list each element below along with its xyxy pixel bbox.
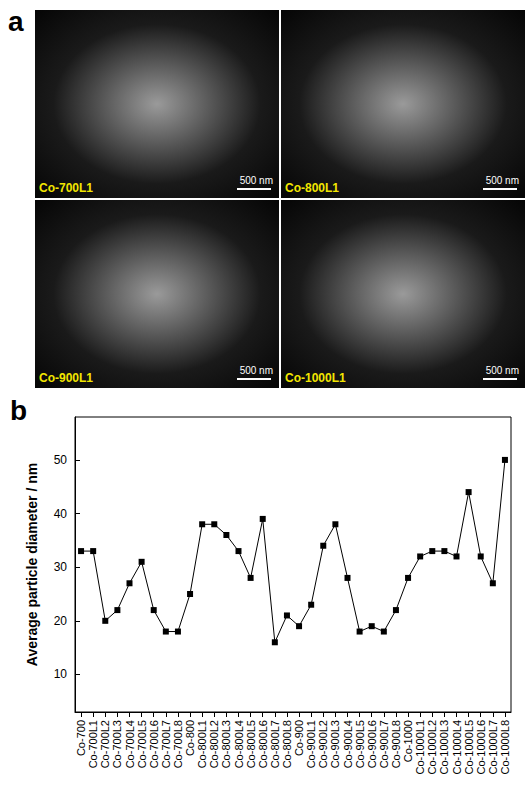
svg-text:Co-1000L8: Co-1000L8	[499, 720, 511, 774]
svg-text:Co-700: Co-700	[75, 720, 87, 756]
svg-text:Co-900L7: Co-900L7	[378, 720, 390, 768]
svg-text:Co-800L7: Co-800L7	[269, 720, 281, 768]
svg-text:Co-700L7: Co-700L7	[160, 720, 172, 768]
svg-text:Co-800L3: Co-800L3	[220, 720, 232, 768]
svg-text:Co-700L1: Co-700L1	[87, 720, 99, 768]
html-text:Co-800L1: Co-800L1	[285, 181, 339, 195]
svg-text:Co-700L4: Co-700L4	[124, 720, 136, 768]
svg-text:Co-700L2: Co-700L2	[99, 720, 111, 768]
svg-text:Co-900: Co-900	[293, 720, 305, 756]
html-text:Co-900L1: Co-900L1	[39, 371, 93, 385]
svg-text:20: 20	[54, 614, 68, 628]
html-text:500 nm: 500 nm	[239, 175, 273, 186]
svg-text:Co-800L4: Co-800L4	[233, 720, 245, 768]
svg-text:10: 10	[54, 667, 68, 681]
svg-text:Co-800: Co-800	[184, 720, 196, 756]
svg-text:Co-1000L5: Co-1000L5	[463, 720, 475, 774]
svg-text:Co-900L1: Co-900L1	[305, 720, 317, 768]
svg-text:Co-700L8: Co-700L8	[172, 720, 184, 768]
svg-text:Co-1000L4: Co-1000L4	[451, 720, 463, 774]
html-text:500 nm: 500 nm	[485, 365, 519, 376]
svg-text:40: 40	[54, 507, 68, 521]
svg-text:Co-800L6: Co-800L6	[257, 720, 269, 768]
svg-text:30: 30	[54, 560, 68, 574]
svg-text:Co-1000L3: Co-1000L3	[438, 720, 450, 774]
svg-text:Co-1000: Co-1000	[402, 720, 414, 762]
html-text:a: a	[8, 6, 24, 37]
svg-text:Co-900L3: Co-900L3	[329, 720, 341, 768]
svg-text:Co-800L8: Co-800L8	[281, 720, 293, 768]
html-text:500 nm: 500 nm	[485, 175, 519, 186]
svg-text:Co-1000L1: Co-1000L1	[414, 720, 426, 774]
html-text:500 nm: 500 nm	[239, 365, 273, 376]
html-text:Co-700L1: Co-700L1	[39, 181, 93, 195]
svg-text:Co-1000L7: Co-1000L7	[487, 720, 499, 774]
html-text:b: b	[10, 395, 28, 426]
html-text:Co-1000L1: Co-1000L1	[285, 371, 346, 385]
svg-text:Co-800L1: Co-800L1	[196, 720, 208, 768]
svg-text:Average particle diameter / nm: Average particle diameter / nm	[24, 463, 40, 666]
svg-text:Co-900L8: Co-900L8	[390, 720, 402, 768]
svg-text:50: 50	[54, 453, 68, 467]
svg-text:Co-900L5: Co-900L5	[354, 720, 366, 768]
svg-text:Co-700L5: Co-700L5	[136, 720, 148, 768]
svg-text:Co-800L5: Co-800L5	[245, 720, 257, 768]
svg-text:Co-700L6: Co-700L6	[148, 720, 160, 768]
svg-text:Co-900L4: Co-900L4	[342, 720, 354, 768]
svg-text:Co-800L2: Co-800L2	[208, 720, 220, 768]
svg-text:Co-1000L6: Co-1000L6	[475, 720, 487, 774]
svg-text:Co-900L6: Co-900L6	[366, 720, 378, 768]
svg-text:Co-900L2: Co-900L2	[317, 720, 329, 768]
svg-text:Co-1000L2: Co-1000L2	[426, 720, 438, 774]
svg-text:Co-700L3: Co-700L3	[111, 720, 123, 768]
